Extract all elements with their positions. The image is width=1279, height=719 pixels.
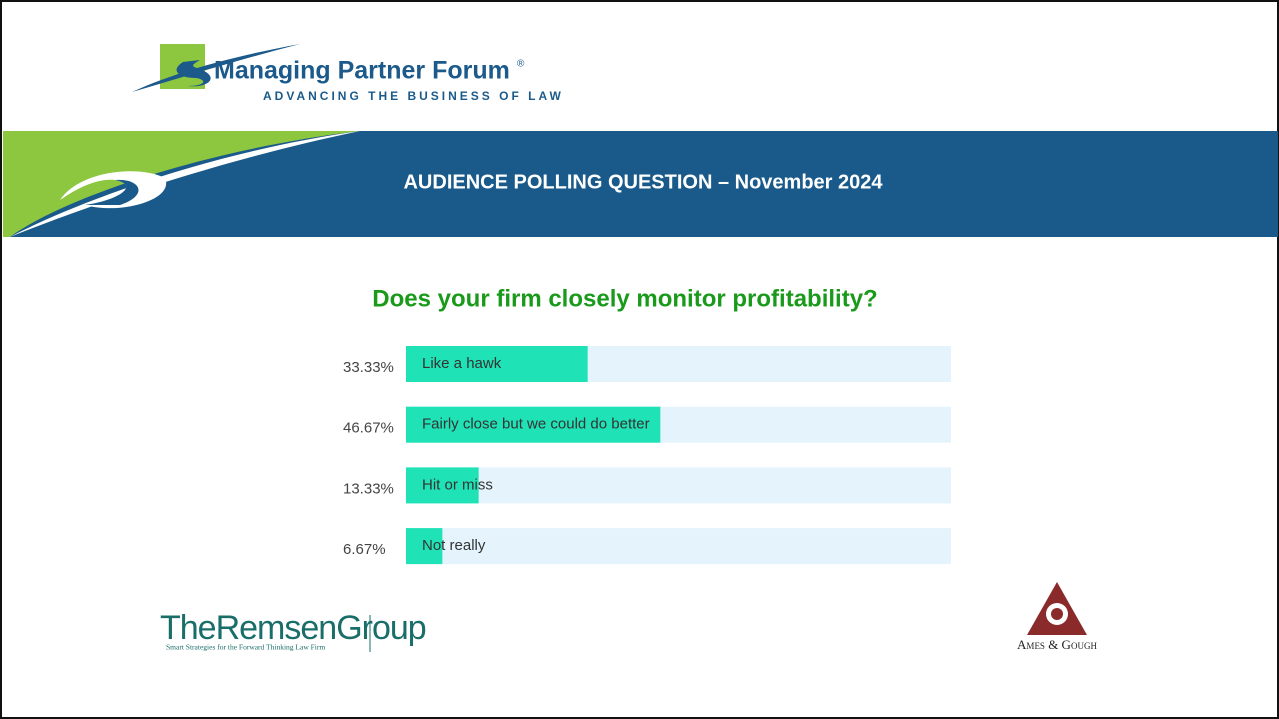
bar xyxy=(406,528,443,565)
bar-track xyxy=(406,528,951,565)
value-label: 46.67% xyxy=(343,420,394,437)
banner-s-inner xyxy=(85,179,139,205)
value-label: 33.33% xyxy=(343,359,394,376)
category-label: Hit or miss xyxy=(422,476,493,493)
bar xyxy=(406,406,661,443)
value-label: 13.33% xyxy=(343,480,394,497)
chart-title: Does your firm closely monitor profitabi… xyxy=(372,285,877,312)
remsen-tagline: Smart Strategies for the Forward Thinkin… xyxy=(166,643,325,652)
bar xyxy=(406,346,588,382)
category-label: Fairly close but we could do better xyxy=(422,416,650,433)
logo-s xyxy=(176,60,211,87)
banner-green xyxy=(3,131,360,237)
bar-track xyxy=(406,467,951,504)
value-label: 6.67% xyxy=(343,541,386,558)
ag-name: Ames & Gough xyxy=(1017,637,1097,652)
ag-dot xyxy=(1051,608,1063,620)
category-label: Not really xyxy=(422,537,486,554)
banner-title: AUDIENCE POLLING QUESTION – November 202… xyxy=(403,171,883,193)
bar xyxy=(406,467,479,504)
logo-name: Managing Partner Forum xyxy=(214,57,510,85)
chart: 33.33% Like a hawk 46.67% Fairly close but … xyxy=(343,346,951,565)
banner-s xyxy=(60,171,167,209)
category-label: Like a hawk xyxy=(422,355,502,372)
logo-tagline: ADVANCING THE BUSINESS OF LAW xyxy=(263,89,564,103)
logo-mark: ® xyxy=(517,59,525,70)
remsen-logo: TheRemsenGroup xyxy=(160,609,426,647)
